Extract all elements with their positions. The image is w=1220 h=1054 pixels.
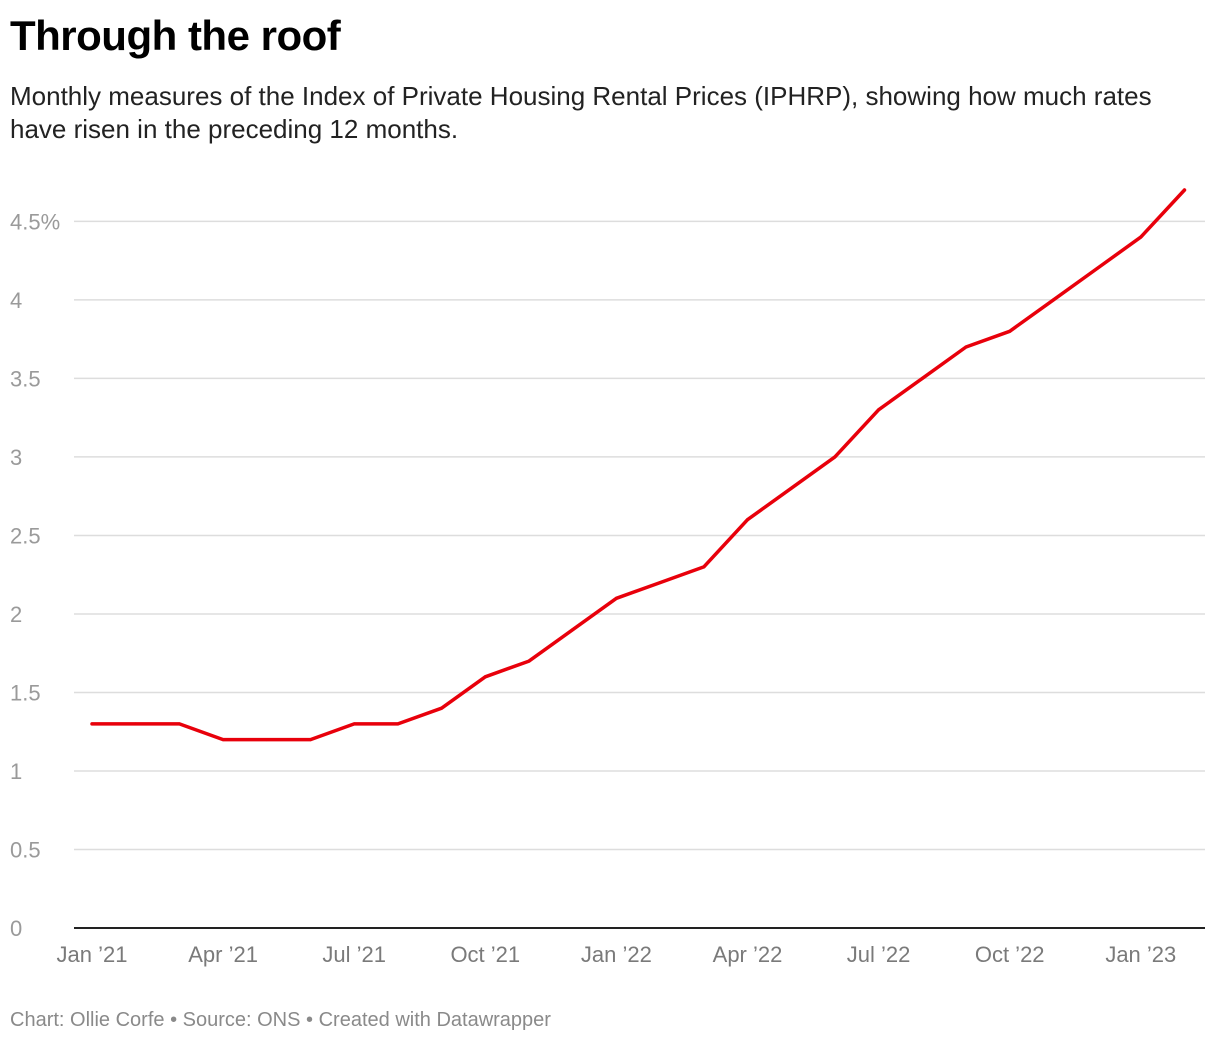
x-tick-label: Jul ’21 bbox=[322, 942, 386, 967]
y-tick-label: 3.5 bbox=[10, 366, 41, 391]
source-note: Source: ONS bbox=[182, 1009, 301, 1031]
series-line bbox=[90, 188, 1187, 742]
y-tick-label: 4.5% bbox=[10, 209, 60, 234]
footer-separator: • bbox=[170, 1009, 178, 1031]
created-with-note: Created with Datawrapper bbox=[318, 1009, 551, 1031]
data-point bbox=[1051, 298, 1055, 302]
data-point bbox=[920, 376, 924, 380]
data-point bbox=[177, 722, 181, 726]
x-tick-label: Apr ’21 bbox=[188, 942, 258, 967]
y-tick-label: 0.5 bbox=[10, 837, 41, 862]
data-point bbox=[265, 738, 269, 742]
x-tick-label: Jan ’23 bbox=[1105, 942, 1176, 967]
y-tick-label: 0 bbox=[10, 916, 22, 941]
data-point bbox=[221, 738, 225, 742]
chart-title: Through the roof bbox=[10, 12, 341, 59]
data-point bbox=[396, 722, 400, 726]
data-point bbox=[964, 345, 968, 349]
data-point bbox=[134, 722, 138, 726]
chart-footer: Chart: Ollie Corfe • Source: ONS • Creat… bbox=[10, 1006, 551, 1034]
x-tick-label: Apr ’22 bbox=[713, 942, 783, 967]
y-tick-label: 3 bbox=[10, 445, 22, 470]
y-tick-label: 4 bbox=[10, 288, 22, 313]
y-tick-label: 1 bbox=[10, 759, 22, 784]
data-point bbox=[614, 596, 618, 600]
x-tick-label: Jan ’22 bbox=[581, 942, 652, 967]
y-tick-label: 1.5 bbox=[10, 680, 41, 705]
y-tick-label: 2 bbox=[10, 602, 22, 627]
data-point bbox=[440, 706, 444, 710]
data-point bbox=[309, 738, 312, 742]
y-tick-label: 2.5 bbox=[10, 523, 41, 548]
y-axis-ticks: 0 0.5 1 1.5 2 2.5 3 3.5 4 4.5% bbox=[10, 209, 60, 941]
footer-separator: • bbox=[306, 1009, 314, 1031]
chart-subtitle: Monthly measures of the Index of Private… bbox=[10, 81, 1152, 144]
x-tick-label: Oct ’21 bbox=[450, 942, 520, 967]
data-point bbox=[1095, 267, 1099, 271]
data-point bbox=[527, 659, 531, 663]
series-layer bbox=[90, 188, 1187, 742]
data-point bbox=[702, 565, 706, 569]
data-point bbox=[746, 518, 749, 522]
x-tick-label: Jan ’21 bbox=[57, 942, 128, 967]
data-point bbox=[658, 581, 662, 585]
gridlines bbox=[74, 220, 1205, 851]
x-axis-ticks: Jan ’21 Apr ’21 Jul ’21 Oct ’21 Jan ’22 Apr ’… bbox=[57, 942, 1177, 967]
line-chart: 0 0.5 1 1.5 2 2.5 3 3.5 4 4.5% Jan ’21 Apr ’21 Jul … bbox=[10, 188, 1205, 967]
data-point bbox=[483, 675, 487, 679]
x-tick-label: Jul ’22 bbox=[847, 942, 911, 967]
x-tick-label: Oct ’22 bbox=[975, 942, 1045, 967]
data-point bbox=[877, 408, 881, 412]
data-point bbox=[789, 486, 793, 490]
data-point bbox=[352, 722, 356, 726]
chart-credit: Chart: Ollie Corfe bbox=[10, 1009, 165, 1031]
data-point bbox=[1183, 188, 1186, 192]
data-point bbox=[1008, 329, 1012, 333]
data-point bbox=[1139, 235, 1143, 239]
data-point bbox=[833, 455, 837, 459]
data-point bbox=[571, 628, 575, 632]
data-point bbox=[90, 722, 94, 726]
